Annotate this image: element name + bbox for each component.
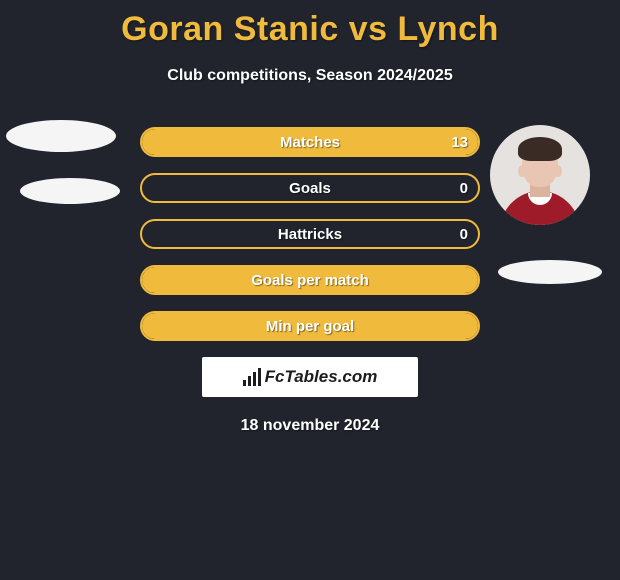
stat-label: Min per goal [266,318,354,335]
player-right-avatar [490,125,590,225]
player-right-avatar-placeholder-2 [498,260,602,284]
stat-label: Matches [280,134,340,151]
page-subtitle: Club competitions, Season 2024/2025 [0,67,620,85]
brand-text: FcTables.com [265,367,378,387]
stat-label: Goals [289,180,331,197]
stat-row-min-per-goal: Min per goal [140,311,480,341]
player-left-avatar-placeholder-1 [6,120,116,152]
stat-right-value: 0 [460,180,468,197]
page-title: Goran Stanic vs Lynch [0,0,620,49]
stat-row-matches: Matches 13 [140,127,480,157]
brand-bars-icon [243,368,261,386]
stat-row-goals-per-match: Goals per match [140,265,480,295]
brand-badge: FcTables.com [202,357,418,397]
stat-row-hattricks: Hattricks 0 [140,219,480,249]
stat-row-goals: Goals 0 [140,173,480,203]
stat-right-value: 13 [451,134,468,151]
stat-right-value: 0 [460,226,468,243]
date-label: 18 november 2024 [0,417,620,435]
stat-label: Hattricks [278,226,342,243]
player-left-avatar-placeholder-2 [20,178,120,204]
stat-label: Goals per match [251,272,369,289]
